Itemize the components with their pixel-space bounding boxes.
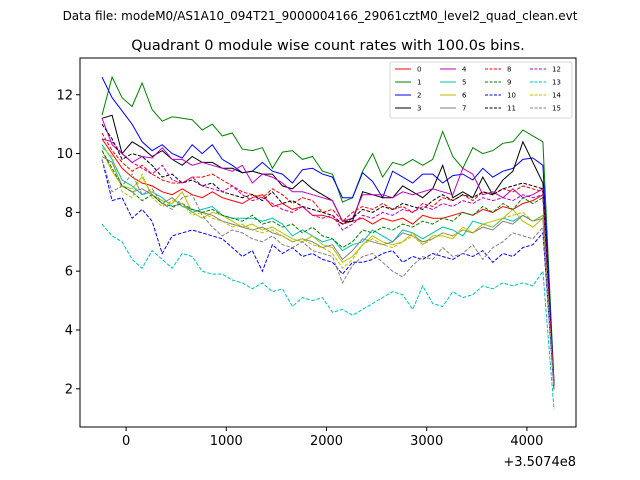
legend-label-0: 0 bbox=[417, 66, 421, 74]
y-axis: 2 4 6 8 10 12 bbox=[56, 88, 80, 397]
x-tick-label: 1000 bbox=[210, 434, 243, 449]
legend-label-15: 15 bbox=[552, 105, 561, 113]
legend-box bbox=[389, 61, 573, 119]
legend-label-1: 1 bbox=[417, 79, 421, 87]
series-line-11 bbox=[101, 123, 555, 386]
x-tick-label: 0 bbox=[122, 434, 130, 449]
legend-label-10: 10 bbox=[507, 92, 516, 100]
series-line-15 bbox=[101, 159, 555, 392]
series-layer bbox=[101, 75, 555, 410]
legend-label-12: 12 bbox=[552, 66, 561, 74]
x-tick-label: 2000 bbox=[310, 434, 343, 449]
y-tick-label: 6 bbox=[65, 265, 73, 280]
legend-label-14: 14 bbox=[552, 92, 561, 100]
series-line-12 bbox=[101, 138, 555, 389]
legend-label-3: 3 bbox=[417, 105, 421, 113]
legend-label-7: 7 bbox=[462, 105, 466, 113]
legend-label-5: 5 bbox=[462, 79, 466, 87]
y-tick-label: 8 bbox=[65, 206, 73, 221]
series-line-2 bbox=[101, 76, 555, 383]
y-tick-label: 10 bbox=[56, 147, 73, 162]
series-line-6 bbox=[101, 150, 555, 389]
legend-label-13: 13 bbox=[552, 79, 561, 87]
series-line-3 bbox=[101, 114, 555, 389]
x-axis: 0 1000 2000 3000 4000 bbox=[122, 427, 543, 449]
series-line-14 bbox=[101, 147, 555, 389]
legend-label-6: 6 bbox=[462, 92, 467, 100]
series-line-1 bbox=[101, 75, 555, 383]
series-line-5 bbox=[101, 144, 555, 389]
x-tick-label: 3000 bbox=[410, 434, 443, 449]
legend-label-4: 4 bbox=[462, 66, 467, 74]
x-offset-label: +3.5074e8 bbox=[503, 455, 576, 470]
data-file-title: Data file: modeM0/AS1A10_094T21_90000041… bbox=[63, 9, 578, 23]
legend-label-2: 2 bbox=[417, 92, 421, 100]
series-line-10 bbox=[101, 159, 555, 389]
series-line-4 bbox=[101, 118, 555, 386]
series-line-13 bbox=[101, 223, 555, 410]
y-tick-label: 2 bbox=[65, 382, 73, 397]
series-line-8 bbox=[101, 132, 555, 389]
y-tick-label: 12 bbox=[56, 88, 73, 103]
legend-label-9: 9 bbox=[507, 79, 511, 87]
chart-title: Quadrant 0 module wise count rates with … bbox=[131, 38, 525, 54]
plot-frame bbox=[79, 57, 577, 428]
y-tick-label: 4 bbox=[65, 323, 73, 338]
series-line-7 bbox=[101, 156, 555, 389]
series-line-0 bbox=[101, 138, 555, 389]
legend-label-8: 8 bbox=[507, 66, 511, 74]
series-line-9 bbox=[101, 150, 555, 389]
legend-label-11: 11 bbox=[507, 105, 516, 113]
x-tick-label: 4000 bbox=[510, 434, 543, 449]
